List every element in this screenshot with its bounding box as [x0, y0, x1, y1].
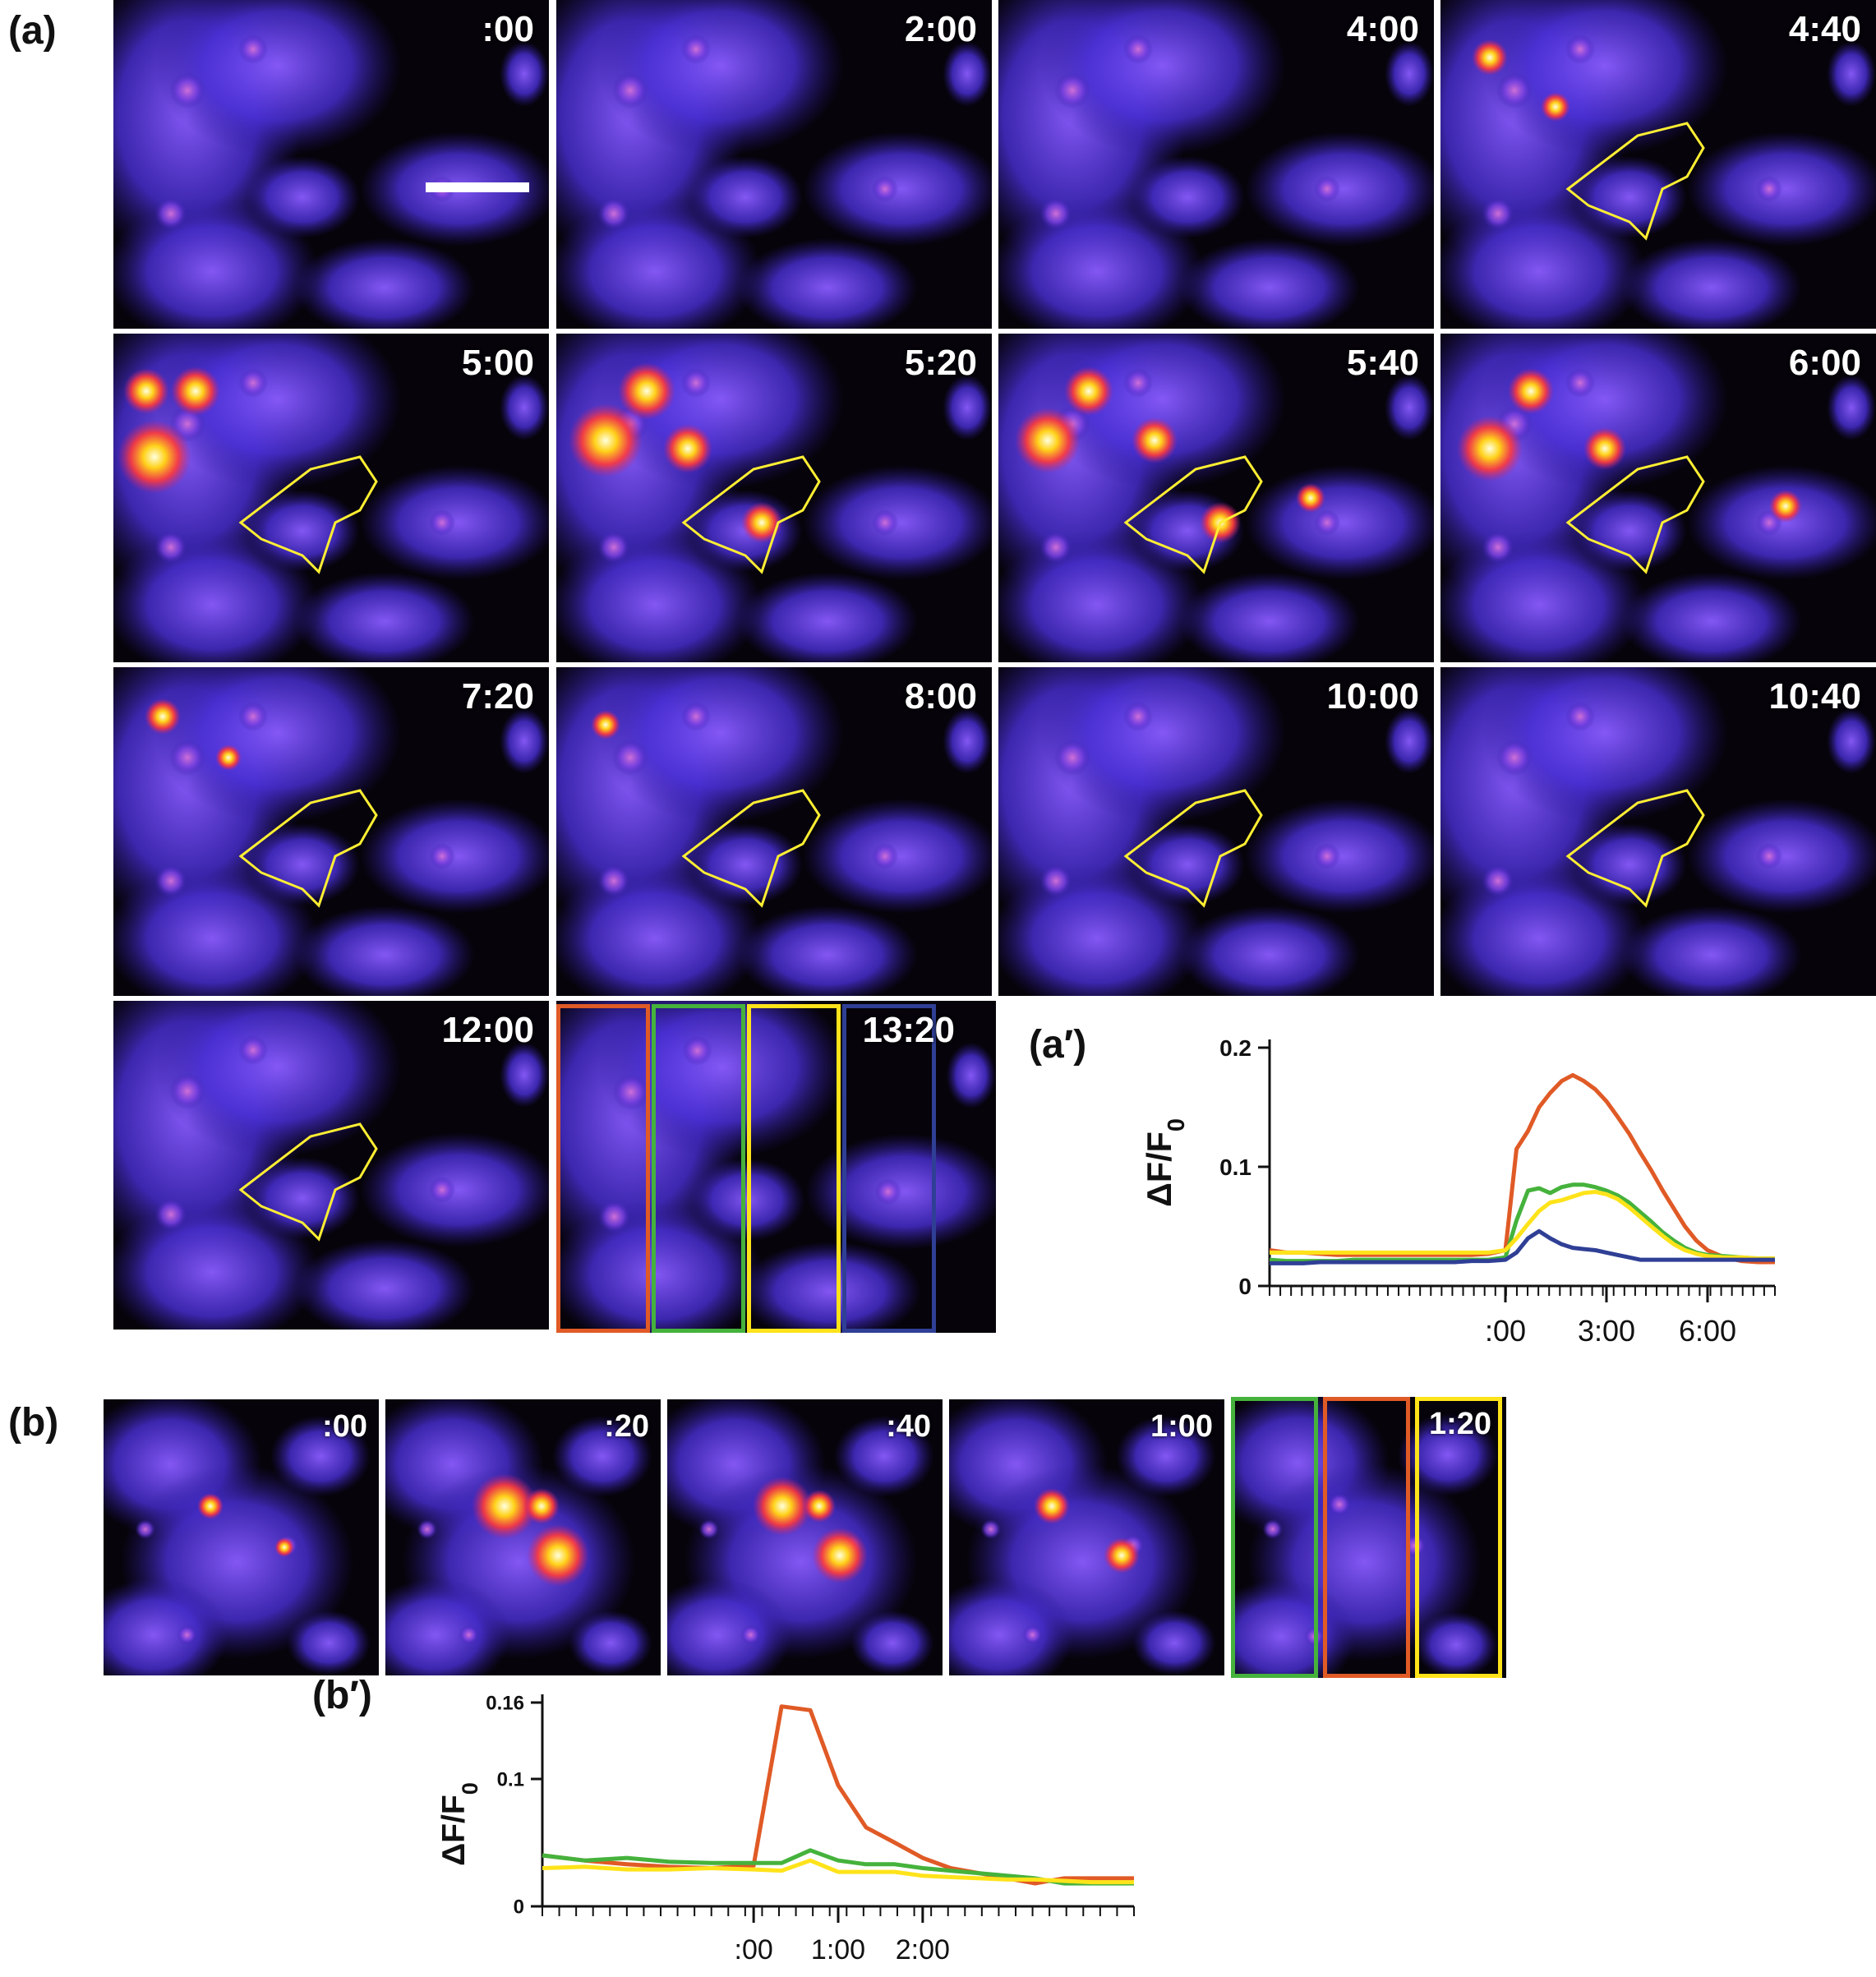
y-tick-label: 0.1: [1219, 1154, 1251, 1180]
strip-green: [652, 1004, 745, 1333]
x-tick-label: 3:00: [1578, 1314, 1635, 1348]
timestamp: 5:00: [461, 343, 534, 383]
series-blue-line: [1270, 1228, 1775, 1265]
y-tick-label: 0: [1238, 1274, 1251, 1299]
y-tick-label: 0.1: [497, 1768, 524, 1790]
timestamp: 1:20: [1428, 1407, 1491, 1441]
micrograph-image: [949, 1399, 1224, 1675]
frame-b-5: 1:20: [1231, 1397, 1506, 1678]
frame-a-5: 5:00: [113, 334, 549, 662]
y-tick-label: 0: [514, 1896, 524, 1918]
frame-b-4: 1:00: [949, 1399, 1224, 1675]
panel-b-label: (b): [8, 1401, 59, 1445]
series-red-line: [542, 1704, 1134, 1886]
strip-yellow: [747, 1004, 841, 1333]
micrograph-image: [556, 0, 992, 329]
frame-b-1: :00: [104, 1399, 379, 1675]
frame-a-6: 5:20: [556, 334, 992, 662]
timestamp: 6:00: [1788, 343, 1861, 383]
timestamp: 1:00: [1150, 1409, 1213, 1444]
frame-a-2: 2:00: [556, 0, 992, 329]
micrograph-image: [998, 667, 1434, 996]
frame-a-3: 4:00: [998, 0, 1434, 329]
strip-red: [1323, 1397, 1410, 1678]
micrograph-image: [113, 1001, 549, 1330]
frame-a-11: 10:00: [998, 667, 1434, 996]
timestamp: 8:00: [904, 676, 977, 717]
x-tick-label: 1:00: [811, 1934, 865, 1965]
frame-b-2: :20: [385, 1399, 661, 1675]
micrograph-image: [1440, 0, 1876, 329]
timestamp: 10:40: [1768, 676, 1861, 717]
timestamp: :20: [604, 1409, 649, 1444]
strip-green: [1231, 1397, 1318, 1678]
micrograph-image: [998, 0, 1434, 329]
series-green-line: [1269, 1182, 1775, 1264]
x-tick-label: :00: [735, 1934, 773, 1965]
x-tick-label: :00: [1485, 1314, 1526, 1348]
frame-a-10: 8:00: [556, 667, 992, 996]
chart-a-prime: 0 0.1 0.2 :00 3:00 6:00 ΔF/F0: [1141, 1035, 1776, 1348]
strip-blue: [842, 1004, 936, 1333]
frame-a-14: 13:20: [556, 1001, 996, 1333]
y-axis-label: ΔF/F0: [1141, 1118, 1190, 1207]
chart-b-prime: 0 0.1 0.16 :00 1:00 2:00 ΔF/F0: [436, 1692, 1135, 1965]
strip-yellow: [1415, 1397, 1502, 1678]
micrograph-image: [385, 1399, 661, 1675]
micrograph-image: [104, 1399, 379, 1675]
frame-a-7: 5:40: [998, 334, 1434, 662]
scale-bar: [426, 182, 529, 192]
timestamp: 12:00: [441, 1010, 534, 1050]
micrograph-image: [998, 334, 1434, 662]
frame-a-8: 6:00: [1440, 334, 1876, 662]
timestamp: :40: [886, 1409, 931, 1444]
timestamp: 5:40: [1346, 343, 1419, 383]
frame-a-9: 7:20: [113, 667, 549, 996]
timestamp: 4:40: [1788, 9, 1861, 49]
micrograph-image: [1440, 334, 1876, 662]
micrograph-image: [113, 334, 549, 662]
frame-a-13: 12:00: [113, 1001, 549, 1330]
timestamp: 2:00: [904, 9, 977, 49]
x-tick-label: 2:00: [896, 1934, 950, 1965]
panel-b-prime-label: (b′): [312, 1674, 372, 1717]
frame-a-12: 10:40: [1440, 667, 1876, 996]
micrograph-image: [556, 667, 992, 996]
timestamp: 7:20: [461, 676, 534, 717]
frame-b-3: :40: [667, 1399, 943, 1675]
micrograph-image: [667, 1399, 943, 1675]
series-red-line: [1269, 1072, 1775, 1265]
frame-a-4: 4:40: [1440, 0, 1876, 329]
timestamp: 13:20: [862, 1010, 955, 1050]
series-yellow-line: [542, 1858, 1134, 1885]
timestamp: :00: [482, 9, 534, 49]
timestamp: 10:00: [1326, 676, 1419, 717]
timestamp: 4:00: [1346, 9, 1419, 49]
series-yellow-line: [1270, 1190, 1775, 1261]
timestamp: 5:20: [904, 343, 977, 383]
y-tick-label: 0.16: [486, 1692, 524, 1714]
y-axis-label: ΔF/F0: [436, 1782, 482, 1866]
strip-red: [556, 1004, 650, 1333]
x-tick-label: 6:00: [1679, 1314, 1736, 1348]
micrograph-image: [556, 334, 992, 662]
panel-a-prime-label: (a′): [1029, 1023, 1087, 1067]
micrograph-image: [113, 667, 549, 996]
y-tick-label: 0.2: [1219, 1035, 1251, 1061]
micrograph-image: [113, 0, 549, 329]
micrograph-image: [1440, 667, 1876, 996]
panel-a-label: (a): [8, 9, 57, 53]
frame-a-1: :00: [113, 0, 549, 329]
timestamp: :00: [322, 1409, 367, 1444]
